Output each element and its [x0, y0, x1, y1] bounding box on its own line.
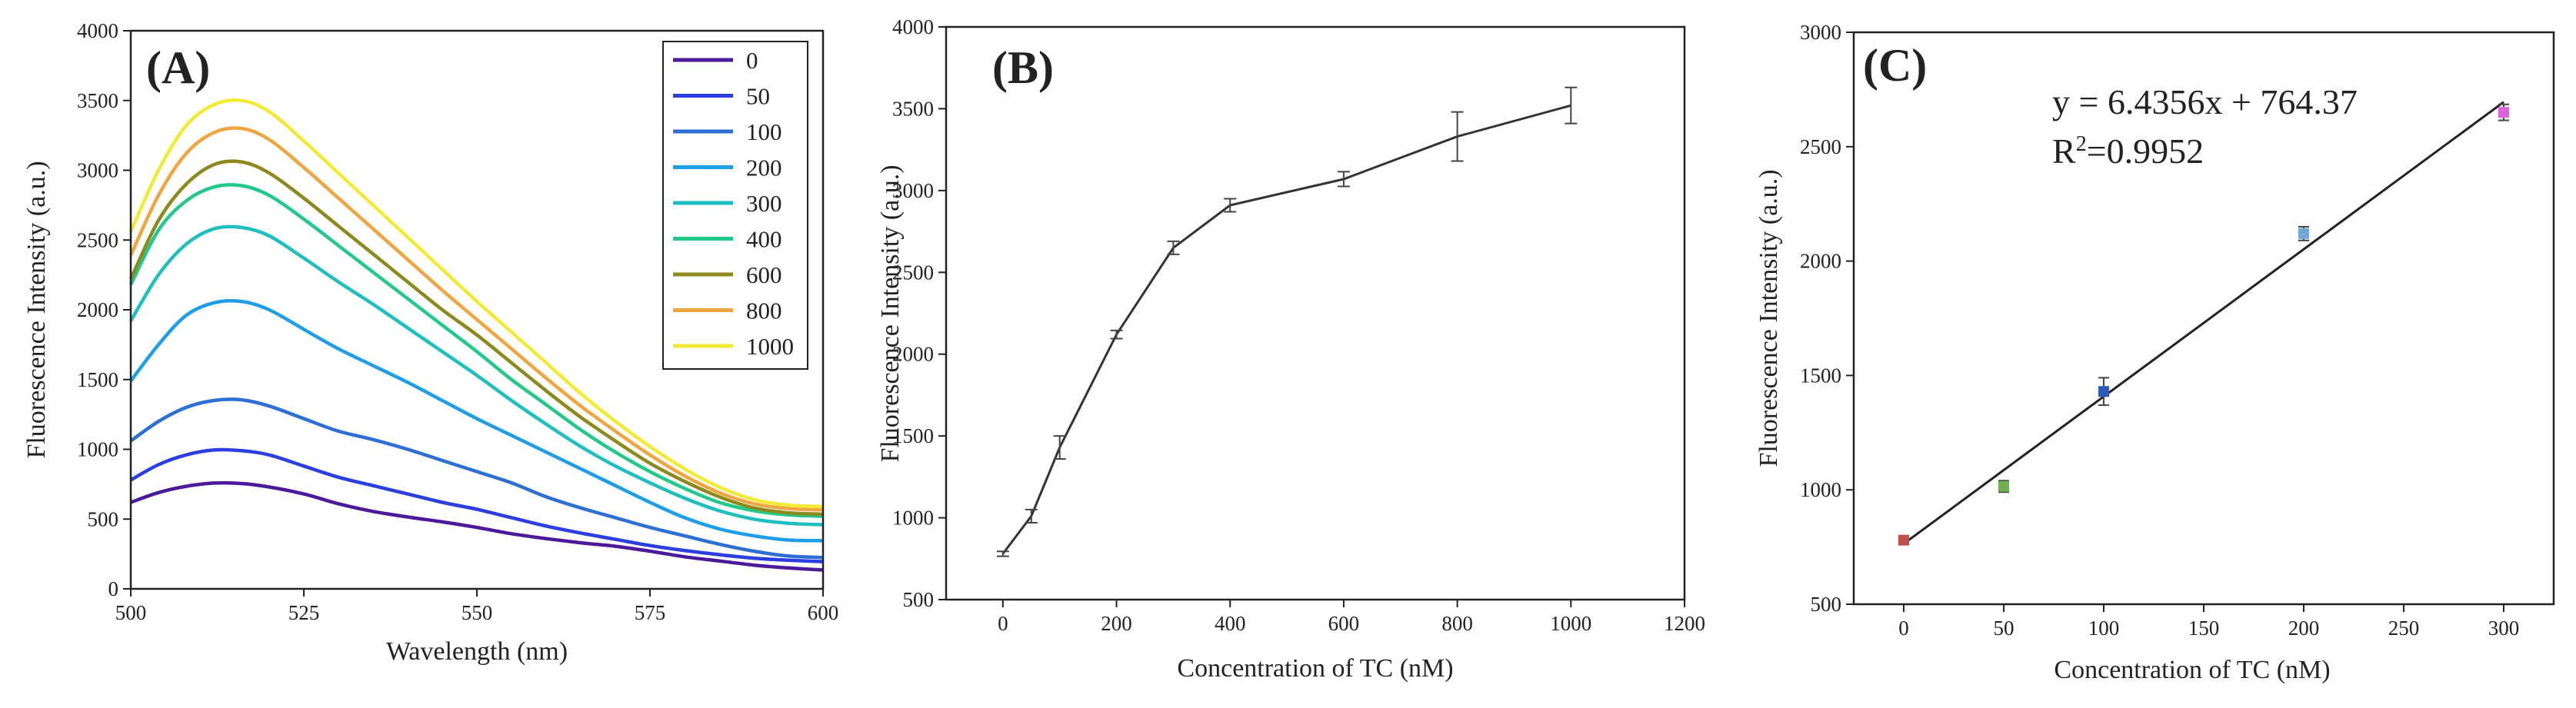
y-tick-label: 500: [88, 507, 119, 530]
data-point: [2498, 107, 2509, 118]
panel-c-label: (C): [1863, 40, 1927, 91]
concentration-line: [1001, 104, 1571, 555]
legend-label-200: 200: [746, 155, 782, 181]
series-line-0: [130, 480, 824, 572]
x-tick-label: 200: [2288, 617, 2320, 640]
x-tick-label: 0: [1898, 617, 1909, 640]
y-tick-label: 0: [108, 577, 119, 600]
y-tick-label: 4000: [892, 15, 934, 38]
series-line-1000: [128, 98, 824, 509]
panel-b-label: (B): [992, 42, 1054, 93]
y-tick-label: 1500: [892, 424, 934, 447]
panel-b-x-axis-label: Concentration of TC (nM): [1177, 654, 1453, 683]
series-line-50: [129, 447, 824, 563]
x-tick-label: 300: [2488, 617, 2520, 640]
y-tick-label: 1000: [892, 507, 934, 530]
series-line-400: [128, 183, 824, 518]
panel-a-series-group: [128, 98, 824, 572]
fit-line: [1903, 101, 2504, 545]
panel-b-ticks: 0 200 400 600 800 1000 1200 500 1000 1500 2000 2500…: [892, 15, 1705, 635]
x-tick-label: 600: [1328, 612, 1360, 635]
data-point: [1998, 480, 2009, 492]
panel-b-plot-frame: [945, 25, 1686, 601]
r-squared-value: =0.9952: [2087, 131, 2204, 171]
x-tick-label: 400: [1215, 612, 1246, 635]
x-tick-label: 0: [998, 612, 1008, 635]
series-line-600: [128, 159, 824, 517]
data-point: [2298, 228, 2309, 239]
legend-label-0: 0: [746, 47, 758, 74]
x-tick-label: 1000: [1550, 612, 1591, 635]
x-tick-label: 525: [288, 601, 320, 624]
y-tick-label: 2500: [892, 261, 934, 284]
legend-label-800: 800: [746, 297, 782, 324]
panel-a-label: (A): [146, 42, 210, 93]
x-tick-label: 150: [2188, 617, 2220, 640]
legend-label-300: 300: [746, 190, 782, 217]
y-tick-label: 1000: [1800, 478, 1841, 501]
panel-b-data-group: [996, 86, 1578, 557]
x-tick-label: 600: [808, 601, 839, 624]
x-tick-label: 575: [635, 601, 666, 624]
x-tick-label: 1200: [1664, 612, 1705, 635]
y-tick-label: 3000: [1800, 21, 1841, 44]
x-tick-label: 800: [1441, 612, 1473, 635]
panel-c-ticks: 0 50 100 150 200 250 300 500 1000 1500 2000 2500 300…: [1800, 21, 2519, 640]
y-tick-label: 2500: [77, 228, 118, 251]
y-tick-label: 3000: [77, 159, 118, 182]
r-squared-prefix: R: [2052, 131, 2076, 171]
y-tick-label: 2500: [1800, 135, 1841, 158]
panel-a: 500 525 550 575 6000500100015002000250030003…: [22, 19, 838, 666]
legend-frame: [662, 41, 808, 370]
panel-b: 0 200 400 600 800 1000 1200 500 1000 1500 2000 2500…: [876, 15, 1705, 683]
x-tick-label: 50: [1994, 617, 2014, 640]
legend-label-600: 600: [746, 261, 782, 288]
y-tick-label: 3500: [892, 97, 934, 120]
y-tick-label: 2000: [1800, 250, 1841, 273]
x-tick-label: 500: [115, 601, 147, 624]
y-tick-label: 4000: [77, 19, 118, 42]
panel-c-x-axis-label: Concentration of TC (nM): [2054, 656, 2330, 684]
y-tick-label: 500: [903, 588, 935, 611]
panel-a-y-axis-label: Fluorescence Intensity (a.u.): [22, 161, 51, 458]
r-squared-superscript: 2: [2076, 132, 2087, 156]
legend-label-50: 50: [746, 83, 770, 110]
panel-a-legend: 0 50 100 200 300 400 600 800 1000: [662, 41, 808, 370]
x-tick-label: 200: [1101, 612, 1132, 635]
panel-c: 0 50 100 150 200 250 300 500 1000 1500 2000 2500 300…: [1755, 21, 2555, 684]
y-tick-label: 1500: [1800, 364, 1841, 387]
y-tick-label: 2000: [892, 343, 934, 366]
data-point: [2098, 386, 2109, 397]
series-line-200: [129, 298, 824, 543]
x-tick-label: 100: [2088, 617, 2120, 640]
panel-c-y-axis-label: Fluorescence Intensity (a.u.): [1755, 169, 1783, 467]
x-tick-label: 250: [2388, 617, 2420, 640]
y-tick-label: 3000: [892, 179, 934, 202]
legend-label-1000: 1000: [746, 333, 794, 360]
legend-label-100: 100: [746, 118, 782, 145]
y-tick-label: 500: [1811, 593, 1842, 616]
panel-b-y-axis-label: Fluorescence Intensity (a.u.): [876, 165, 905, 462]
r-squared: R2=0.9952: [2052, 131, 2204, 171]
panel-c-data-group: [1898, 101, 2509, 546]
series-line-800: [128, 126, 824, 512]
y-tick-label: 1000: [77, 438, 118, 461]
x-tick-label: 550: [462, 601, 493, 624]
y-tick-label: 2000: [77, 298, 118, 321]
panel-a-x-axis-label: Wavelength (nm): [386, 637, 568, 666]
fit-equation: y = 6.4356x + 764.37: [2052, 82, 2358, 121]
data-point: [1898, 534, 1909, 546]
series-line-100: [129, 397, 824, 560]
panel-a-ticks: 500 525 550 575 6000500100015002000250030003…: [77, 19, 838, 624]
y-tick-label: 3500: [77, 89, 118, 112]
series-line-300: [129, 224, 824, 527]
legend-label-400: 400: [746, 226, 782, 253]
y-tick-label: 1500: [77, 368, 118, 391]
